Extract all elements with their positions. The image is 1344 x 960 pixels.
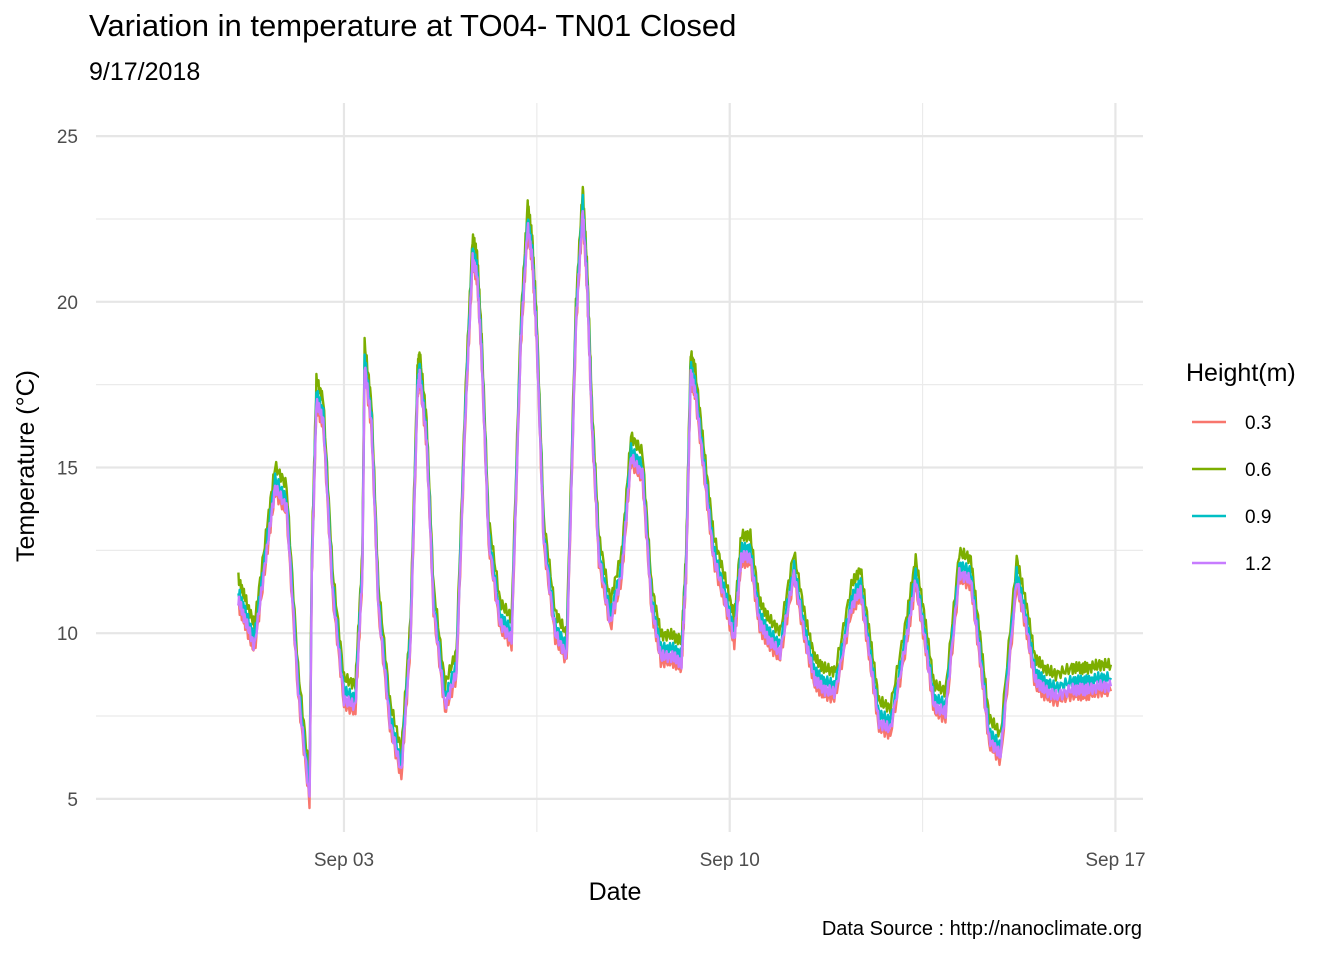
- x-tick-label: Sep 10: [700, 850, 760, 871]
- series-line-0-6: [237, 185, 1113, 783]
- series-line-0-3: [237, 217, 1113, 810]
- y-tick-label: 10: [57, 624, 78, 645]
- data-source-caption: Data Source : http://nanoclimate.org: [821, 918, 1142, 940]
- x-tick-label: Sep 03: [314, 850, 374, 871]
- legend-label: 0.9: [1245, 507, 1271, 528]
- legend-label: 1.2: [1245, 554, 1271, 575]
- series-lines: [237, 185, 1113, 810]
- series-line-0-9: [237, 193, 1112, 787]
- legend-label: 0.3: [1245, 413, 1271, 434]
- chart-subtitle: 9/17/2018: [89, 58, 201, 86]
- y-axis-title: Temperature (°C): [12, 370, 40, 562]
- legend-label: 0.6: [1245, 460, 1271, 481]
- y-tick-label: 15: [57, 459, 78, 480]
- grid-minor: [96, 103, 1143, 832]
- x-tick-labels: Sep 03 Sep 10 Sep 17: [314, 850, 1146, 871]
- x-axis-title: Date: [589, 878, 642, 906]
- chart-title: Variation in temperature at TO04- TN01 C…: [89, 8, 737, 43]
- y-tick-label: 25: [57, 127, 78, 148]
- legend-title: Height(m): [1186, 359, 1296, 387]
- y-tick-labels: 5 10 15 20 25: [57, 127, 78, 811]
- legend: Height(m) 0.3 0.6 0.9 1.2: [1186, 359, 1296, 575]
- y-tick-label: 5: [67, 790, 78, 811]
- series-line-1-2: [237, 209, 1113, 798]
- y-tick-label: 20: [57, 293, 78, 314]
- grid-major: [96, 103, 1143, 832]
- x-tick-label: Sep 17: [1085, 850, 1145, 871]
